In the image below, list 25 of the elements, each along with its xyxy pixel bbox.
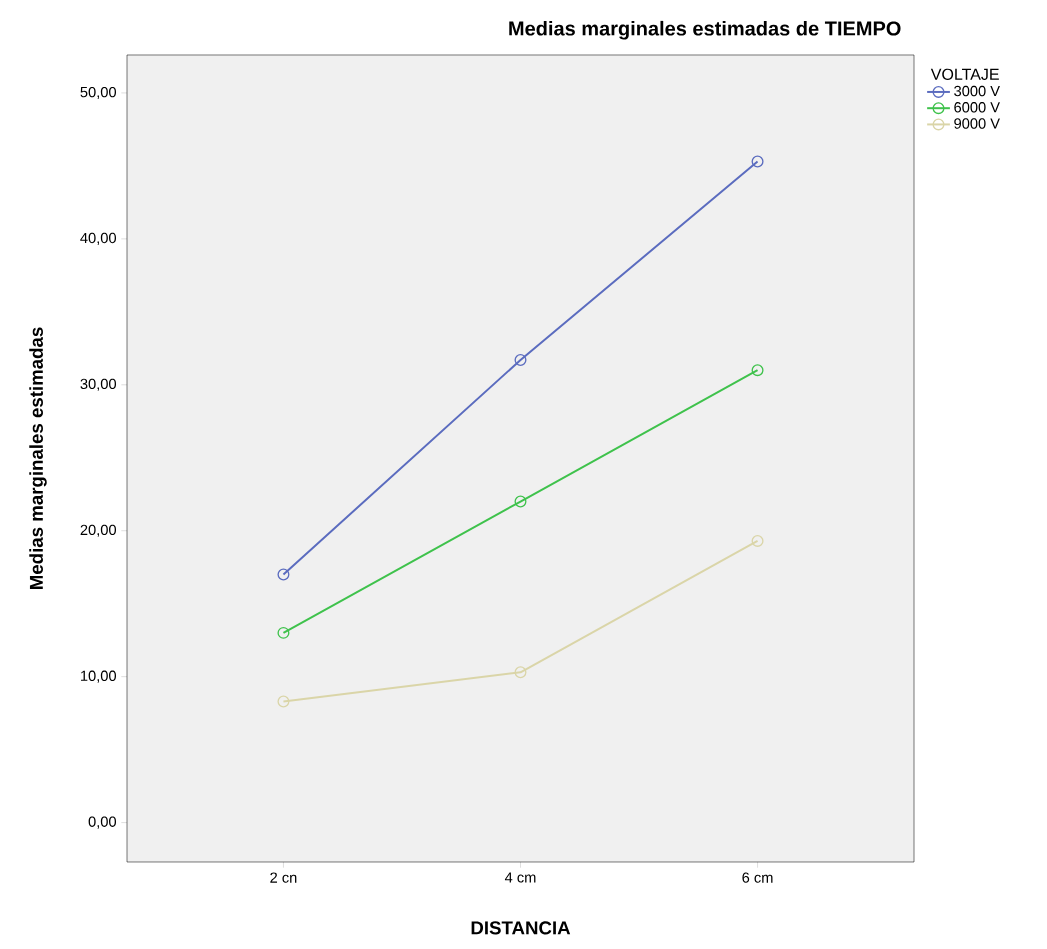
y-tick-label: 10,00 [81,670,117,683]
point [514,666,527,679]
y-tick-label: 40,00 [80,232,117,245]
legend-title: VOLTAJE [930,68,999,80]
point [277,626,290,639]
legend-label: 3000 V [954,85,1000,97]
x-tick-label: 6 cm [742,872,773,883]
y-tick-label: 0,00 [88,816,117,829]
point [514,495,527,508]
legend-label: 6000 V [954,102,1000,113]
y-axis-title: Medias marginales estimadas [29,327,47,589]
point [277,695,290,708]
point [514,353,527,366]
x-tick-label: 2 cn [270,872,297,883]
x-tick-label: 4 cm [504,872,536,883]
chart-title: Medias marginales estimadas de TIEMPO [509,20,901,40]
x-axis-title: DISTANCIA [471,921,571,935]
point [751,364,764,377]
y-tick-label: 20,00 [80,524,117,537]
y-tick-label: 50,00 [80,86,117,99]
point [277,568,290,581]
point [751,534,764,547]
y-tick-label: 30,00 [80,378,117,391]
point [751,155,764,168]
legend-label: 9000 V [954,118,1000,129]
